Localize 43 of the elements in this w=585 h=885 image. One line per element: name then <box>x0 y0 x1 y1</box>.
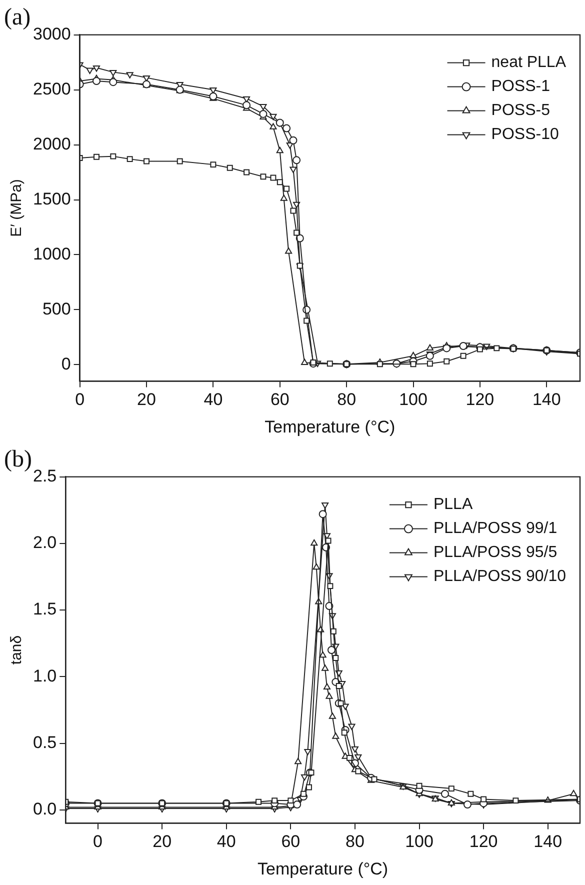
y-tick-label: 3000 <box>32 24 71 44</box>
legend-label: neat PLLA <box>491 54 566 72</box>
chart-title: (b) <box>4 446 32 473</box>
legend-label: PLLA/POSS 95/5 <box>433 544 558 562</box>
y-axis-title: tanδ <box>8 635 26 665</box>
x-tick-label: 100 <box>399 390 428 410</box>
x-tick-label: 140 <box>534 832 562 852</box>
x-tick-label: 0 <box>93 832 103 852</box>
x-tick-label: 80 <box>337 390 356 410</box>
y-tick-label: 1.0 <box>32 666 57 686</box>
legend-label: POSS-5 <box>491 102 550 120</box>
y-tick-label: 0.5 <box>32 732 57 752</box>
legend-label: POSS-1 <box>491 78 550 96</box>
legend-label: POSS-10 <box>491 126 559 144</box>
y-tick-label: 1.5 <box>32 600 57 619</box>
x-tick-label: 20 <box>152 832 172 852</box>
y-tick-label: 0 <box>61 354 71 374</box>
y-tick-label: 1500 <box>32 189 71 208</box>
x-tick-label: 120 <box>469 832 498 852</box>
y-axis-title: E′ (MPa) <box>8 179 26 237</box>
y-tick-label: 2.0 <box>32 533 57 552</box>
x-tick-label: 80 <box>346 832 364 852</box>
chart-title: (a) <box>4 4 31 31</box>
legend-label: PLLA/POSS 90/10 <box>433 568 566 586</box>
x-tick-label: 20 <box>137 390 156 410</box>
x-tick-label: 60 <box>270 390 290 410</box>
x-tick-label: 40 <box>216 832 236 852</box>
x-tick-label: 120 <box>466 390 494 410</box>
legend-label: PLLA <box>433 496 473 514</box>
x-tick-label: 60 <box>281 832 300 852</box>
y-tick-label: 2.5 <box>32 466 57 486</box>
y-tick-label: 2500 <box>32 79 71 98</box>
y-tick-label: 2000 <box>32 134 71 154</box>
y-tick-label: 0.0 <box>32 800 57 819</box>
y-tick-label: 1000 <box>32 244 71 264</box>
x-tick-label: 100 <box>405 832 434 852</box>
y-tick-label: 500 <box>42 299 71 318</box>
x-tick-label: 0 <box>75 390 85 410</box>
x-axis-title: Temperature (°C) <box>258 859 388 878</box>
x-tick-label: 140 <box>532 390 561 410</box>
legend-label: PLLA/POSS 99/1 <box>433 520 558 538</box>
x-tick-label: 40 <box>204 390 223 410</box>
x-axis-title: Temperature (°C) <box>264 417 396 436</box>
